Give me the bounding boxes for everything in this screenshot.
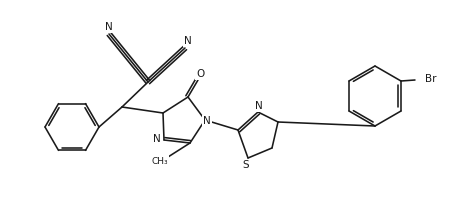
- Text: N: N: [105, 22, 113, 32]
- Text: O: O: [196, 69, 204, 79]
- Text: Br: Br: [425, 74, 437, 84]
- Text: N: N: [255, 101, 263, 111]
- Text: S: S: [242, 160, 249, 170]
- Text: N: N: [184, 36, 192, 46]
- Text: N: N: [153, 134, 161, 144]
- Text: N: N: [203, 116, 211, 126]
- Text: CH₃: CH₃: [152, 156, 168, 165]
